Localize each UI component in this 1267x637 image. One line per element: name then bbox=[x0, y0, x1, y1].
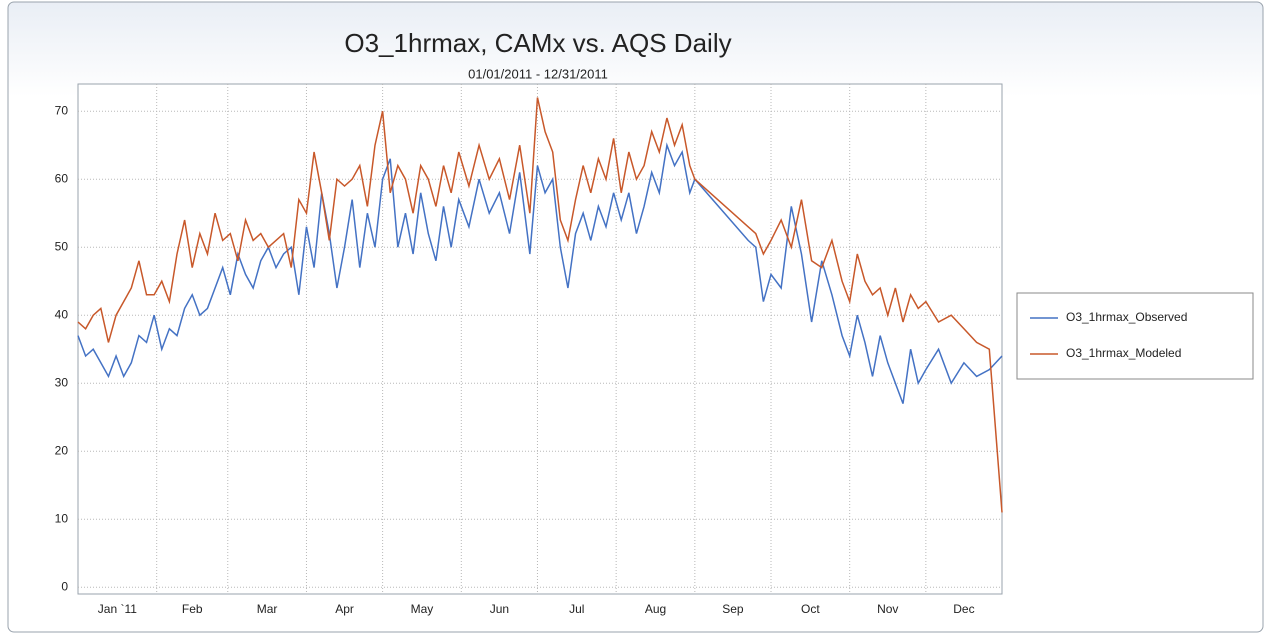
y-tick-label: 20 bbox=[55, 443, 69, 457]
y-tick-label: 50 bbox=[55, 239, 69, 253]
legend-label: O3_1hrmax_Modeled bbox=[1066, 346, 1181, 360]
data-line bbox=[77, 97, 1003, 513]
x-tick-label: Apr bbox=[335, 602, 354, 616]
y-tick-label: 70 bbox=[55, 103, 69, 117]
x-tick-label: Jan `11 bbox=[98, 602, 137, 616]
x-tick-label: Nov bbox=[877, 602, 898, 616]
x-tick-label: Dec bbox=[953, 602, 974, 616]
x-tick-label: Sep bbox=[722, 602, 744, 616]
legend-label: O3_1hrmax_Observed bbox=[1066, 310, 1187, 324]
y-tick-label: 0 bbox=[61, 579, 68, 593]
chart-subtitle: 01/01/2011 - 12/31/2011 bbox=[468, 66, 608, 81]
y-tick-label: 30 bbox=[55, 375, 69, 389]
x-tick-label: Jul bbox=[569, 602, 584, 616]
y-tick-label: 60 bbox=[55, 171, 69, 185]
data-line bbox=[77, 142, 1003, 404]
y-tick-label: 40 bbox=[55, 307, 69, 321]
x-tick-label: Jun bbox=[490, 602, 509, 616]
plot-area bbox=[77, 83, 1003, 595]
x-tick-label: Mar bbox=[257, 602, 278, 616]
legend bbox=[1016, 292, 1254, 380]
x-tick-label: Feb bbox=[182, 602, 203, 616]
x-tick-label: Aug bbox=[645, 602, 666, 616]
y-tick-label: 10 bbox=[55, 511, 69, 525]
x-tick-label: May bbox=[411, 602, 434, 616]
x-tick-label: Oct bbox=[801, 602, 820, 616]
chart-title: O3_1hrmax, CAMx vs. AQS Daily bbox=[344, 28, 731, 58]
